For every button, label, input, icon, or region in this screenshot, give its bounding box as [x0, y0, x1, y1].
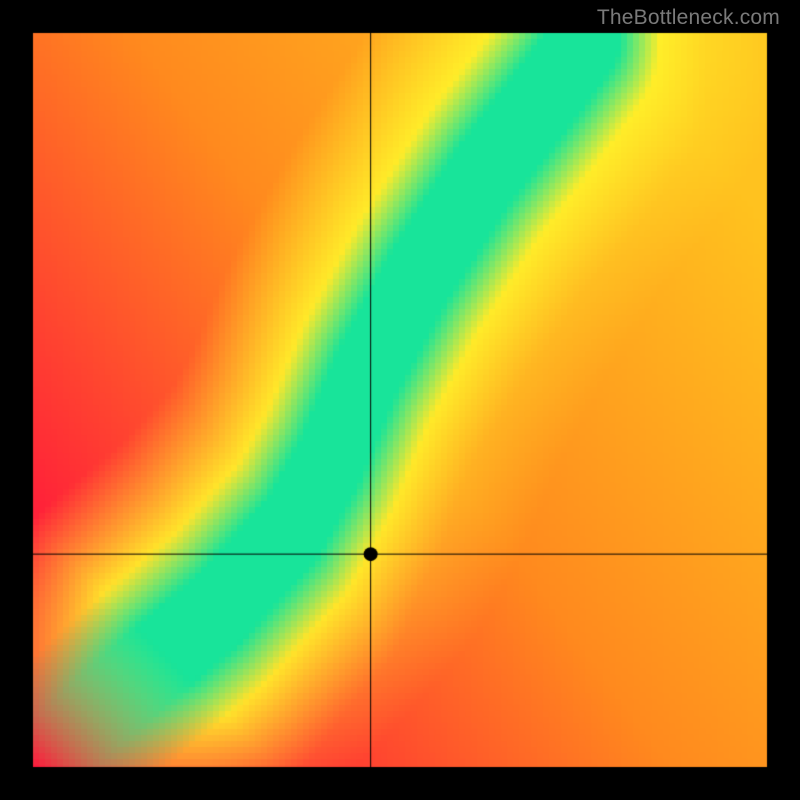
bottleneck-heatmap [0, 0, 800, 800]
watermark: TheBottleneck.com [597, 6, 780, 30]
